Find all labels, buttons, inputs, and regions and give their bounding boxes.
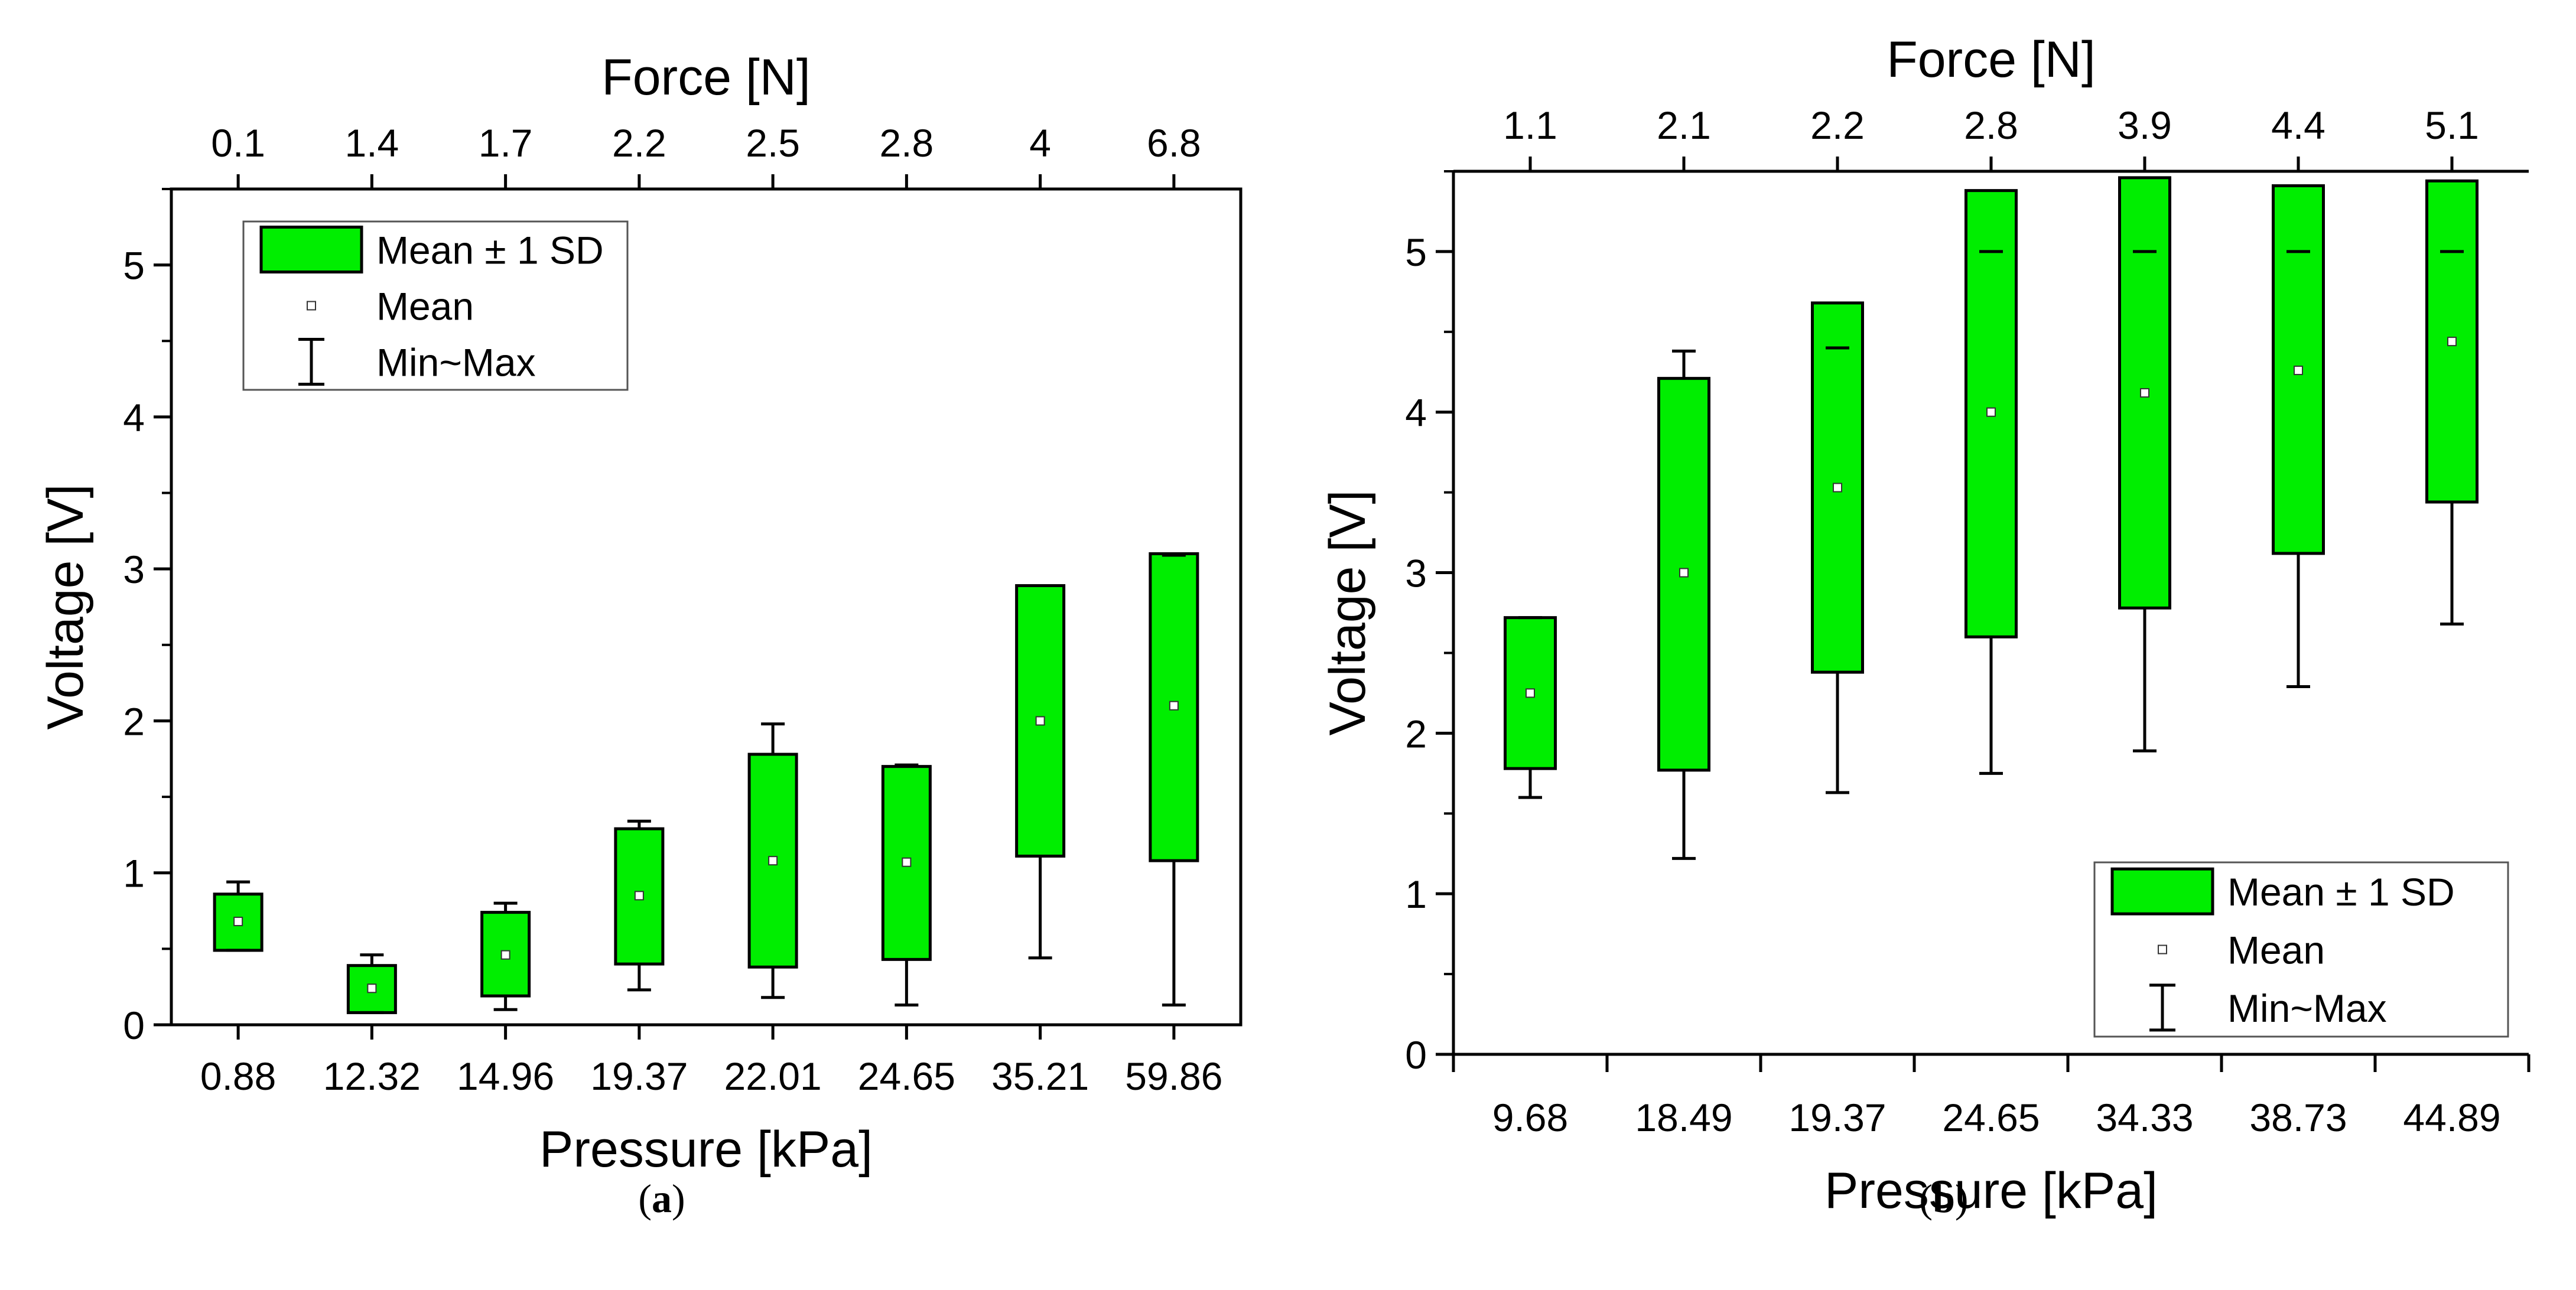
- chart-b-top-tick-label: 2.8: [1964, 103, 2018, 147]
- chart-b-legend-swatch-sd: [2110, 867, 2214, 916]
- chart-a-x-tick-label: 59.86: [1125, 1054, 1222, 1098]
- chart-b-mean-marker: [2447, 337, 2457, 347]
- chart-b-x-tick-label: 18.49: [1635, 1096, 1732, 1139]
- chart-a-legend-label-mean: Mean: [376, 285, 474, 328]
- chart-a-sd-box: [614, 827, 665, 966]
- chart-b-y-tick-label: 3: [1405, 552, 1427, 595]
- chart-b-top-tick-label: 2.2: [1810, 103, 1865, 147]
- chart-a-mean-marker: [367, 983, 377, 993]
- chart-b-x-axis-label: Pressure [kPa]: [1824, 1162, 2158, 1219]
- chart-a-y-tick-label: 1: [123, 852, 145, 895]
- chart-b-y-axis-label: Voltage [V]: [1319, 490, 1376, 736]
- chart-a-top-tick-label: 6.8: [1147, 121, 1201, 165]
- chart-a-mean-marker: [634, 891, 644, 901]
- chart-a-y-tick-label: 5: [123, 244, 145, 288]
- chart-a-plot-frame: [170, 187, 1243, 1027]
- chart-a-top-tick-label: 2.8: [880, 121, 934, 165]
- chart-a-x-tick-label: 0.88: [200, 1054, 276, 1098]
- chart-a-mean-marker: [902, 857, 912, 867]
- chart-b-y-tick-label: 4: [1405, 391, 1427, 435]
- chart-a-legend-swatch-mean: [307, 301, 316, 311]
- chart-a-x-tick-label: 14.96: [457, 1054, 554, 1098]
- chart-a-top-tick-label: 1.7: [479, 121, 533, 165]
- chart-a-y-tick-label: 3: [123, 548, 145, 591]
- chart-a-x-tick-label: 19.37: [590, 1054, 688, 1098]
- chart-a-mean-marker: [500, 950, 510, 960]
- chart-b-top-axis-label: Force [N]: [1887, 31, 2096, 88]
- chart-b-top-tick-label: 4.4: [2271, 103, 2325, 147]
- chart-b-mean-marker: [1833, 483, 1842, 493]
- chart-b-legend-label-range: Min~Max: [2227, 986, 2387, 1030]
- chart-b-x-tick-label: 34.33: [2096, 1096, 2193, 1139]
- chart-a-x-tick-label: 22.01: [724, 1054, 822, 1098]
- chart-a-mean-marker: [1035, 716, 1045, 726]
- chart-b-x-tick-label: 19.37: [1788, 1096, 1886, 1139]
- chart-b-legend-label-sd: Mean ± 1 SD: [2227, 870, 2455, 914]
- chart-a-top-tick-label: 2.5: [746, 121, 800, 165]
- chart-a-top-tick-label: 4: [1029, 121, 1051, 165]
- chart-b-top-tick-label: 3.9: [2118, 103, 2172, 147]
- chart-a-x-tick-label: 24.65: [858, 1054, 955, 1098]
- caption-b: (b): [1919, 1176, 1969, 1221]
- chart-b-mean-marker: [2294, 366, 2303, 376]
- caption-a: (a): [638, 1176, 685, 1221]
- chart-b-top-tick-label: 1.1: [1503, 103, 1557, 147]
- chart-a-legend-label-sd: Mean ± 1 SD: [376, 229, 604, 272]
- chart-a-y-tick-label: 0: [123, 1004, 145, 1047]
- chart-b-mean-marker: [1526, 688, 1535, 698]
- chart-a-mean-marker: [768, 856, 778, 866]
- chart-b-y-tick-label: 5: [1405, 230, 1427, 274]
- chart-b-y-tick-label: 2: [1405, 712, 1427, 755]
- chart-a-y-tick-label: 4: [123, 396, 145, 439]
- chart-a-top-tick-label: 1.4: [345, 121, 399, 165]
- chart-a-top-tick-label: 0.1: [211, 121, 265, 165]
- chart-a-x-axis-label: Pressure [kPa]: [539, 1121, 873, 1178]
- chart-a-x-tick-label: 12.32: [323, 1054, 421, 1098]
- chart-a-y-axis-label: Voltage [V]: [37, 484, 94, 730]
- chart-b-legend-label-mean: Mean: [2227, 929, 2325, 972]
- chart-a-x-tick-label: 35.21: [991, 1054, 1089, 1098]
- chart-a-top-axis-label: Force [N]: [601, 49, 811, 106]
- chart-b-x-tick-label: 38.73: [2249, 1096, 2347, 1139]
- chart-b-x-tick-label: 9.68: [1492, 1096, 1568, 1139]
- chart-b-x-tick-label: 44.89: [2403, 1096, 2500, 1139]
- chart-b-y-tick-label: 0: [1405, 1033, 1427, 1077]
- chart-b-mean-marker: [1679, 568, 1689, 578]
- chart-a-top-tick-label: 2.2: [612, 121, 666, 165]
- chart-b-mean-marker: [2140, 388, 2149, 398]
- chart-b-x-tick-label: 24.65: [1942, 1096, 2040, 1139]
- chart-b-top-tick-label: 2.1: [1657, 103, 1711, 147]
- chart-b-legend-swatch-mean: [2158, 944, 2167, 955]
- chart-a-mean-marker: [1169, 701, 1179, 711]
- chart-a-y-tick-label: 2: [123, 699, 145, 743]
- chart-b-top-tick-label: 5.1: [2425, 103, 2479, 147]
- chart-a-legend-swatch-sd: [259, 226, 363, 273]
- chart-a-mean-marker: [233, 917, 243, 927]
- chart-a-sd-box: [213, 892, 264, 952]
- chart-b-y-tick-label: 1: [1405, 872, 1427, 916]
- chart-a-legend-label-range: Min~Max: [376, 341, 536, 385]
- chart-b-mean-marker: [1986, 407, 1996, 417]
